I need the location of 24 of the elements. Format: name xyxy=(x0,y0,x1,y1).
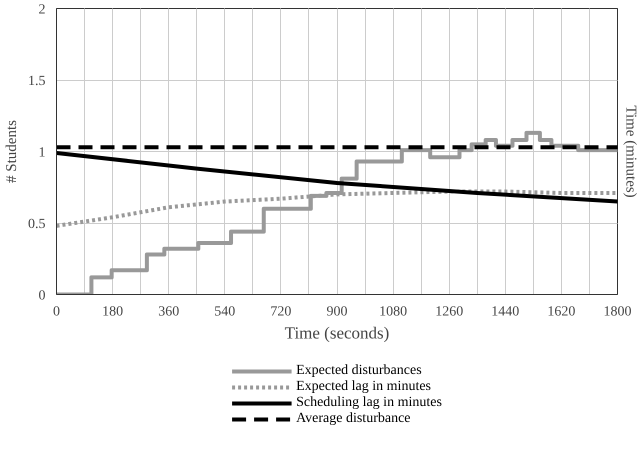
y-tick-label: 2 xyxy=(38,2,46,18)
x-tick-label: 1800 xyxy=(604,304,632,320)
x-tick-label: 1440 xyxy=(491,304,520,320)
x-tick-label: 900 xyxy=(326,304,348,320)
x-tick-label: 1080 xyxy=(379,304,408,320)
x-tick-label: 360 xyxy=(158,304,180,320)
y-tick-label: 0.5 xyxy=(28,217,46,232)
x-axis-title: Time (seconds) xyxy=(284,324,390,342)
x-tick-label: 180 xyxy=(102,304,124,320)
y-tick-label: 0 xyxy=(38,288,46,304)
y-axis-title: # Students xyxy=(4,120,20,183)
legend-label: Average disturbance xyxy=(296,411,410,427)
legend-label: Scheduling lag in minutes xyxy=(296,395,442,411)
x-tick-label: 720 xyxy=(270,304,292,320)
x-tick-label: 0 xyxy=(53,304,60,320)
y-tick-label: 1.5 xyxy=(28,74,46,89)
y-tick-label: 1 xyxy=(38,146,46,160)
x-tick-label: 540 xyxy=(214,304,236,320)
legend-label: Expected lag in minutes xyxy=(296,379,432,395)
x-tick-label: 1260 xyxy=(435,304,464,320)
x-tick-label: 1620 xyxy=(547,304,576,320)
line-series xyxy=(56,150,618,204)
legend-label: Expected disturbances xyxy=(296,363,422,379)
y2-axis-title: Time (minutes) xyxy=(622,105,638,198)
